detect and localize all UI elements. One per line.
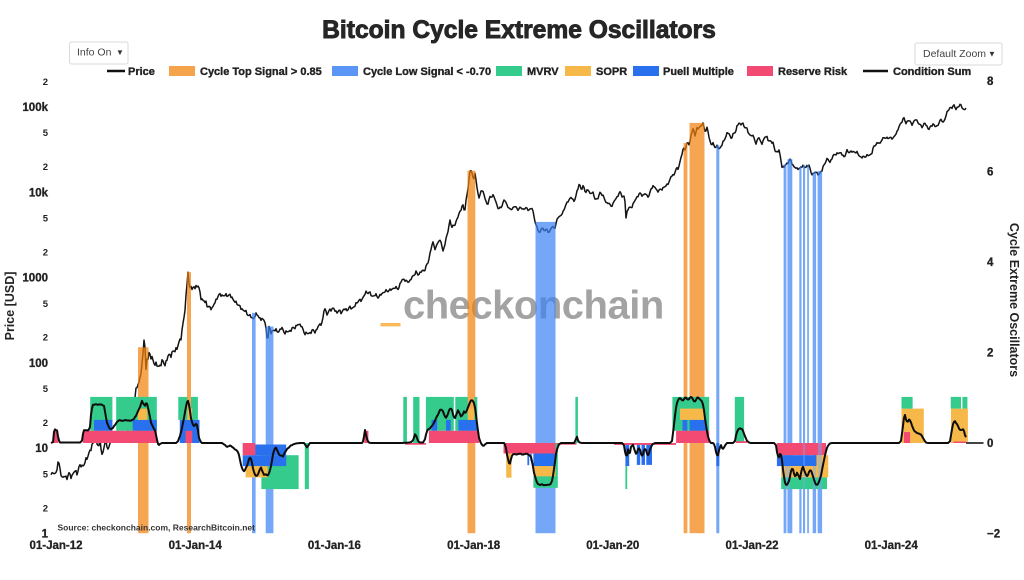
svg-text:Puell Multiple: Puell Multiple xyxy=(663,66,734,78)
svg-text:100: 100 xyxy=(29,358,48,370)
svg-text:5: 5 xyxy=(43,469,49,480)
svg-text:01-Jan-24: 01-Jan-24 xyxy=(865,540,919,552)
svg-text:5: 5 xyxy=(43,299,49,310)
svg-text:5: 5 xyxy=(43,214,49,225)
svg-text:Reserve Risk: Reserve Risk xyxy=(778,66,848,78)
svg-text:2: 2 xyxy=(43,418,48,429)
svg-text:−2: −2 xyxy=(987,529,1000,541)
svg-text:Bitcoin Cycle Extreme Oscillat: Bitcoin Cycle Extreme Oscillators xyxy=(322,17,716,44)
svg-text:0: 0 xyxy=(987,438,993,450)
svg-text:Cycle Low Signal < -0.70: Cycle Low Signal < -0.70 xyxy=(363,66,491,78)
svg-text:4: 4 xyxy=(987,257,994,269)
svg-text:Default Zoom: Default Zoom xyxy=(923,48,986,60)
svg-text:2: 2 xyxy=(43,333,48,344)
svg-text:100k: 100k xyxy=(22,102,48,114)
svg-text:Info On: Info On xyxy=(77,47,112,59)
svg-text:01-Jan-22: 01-Jan-22 xyxy=(725,540,778,552)
svg-text:01-Jan-16: 01-Jan-16 xyxy=(308,540,361,552)
svg-text:8: 8 xyxy=(987,76,994,88)
svg-text:checkonchain: checkonchain xyxy=(403,284,664,328)
svg-text:10k: 10k xyxy=(29,187,49,199)
svg-text:Cycle Extreme Oscillators: Cycle Extreme Oscillators xyxy=(1007,223,1021,377)
svg-text:Price [USD]: Price [USD] xyxy=(3,272,17,341)
svg-text:2: 2 xyxy=(43,503,48,514)
svg-text:SOPR: SOPR xyxy=(596,66,627,78)
svg-text:01-Jan-12: 01-Jan-12 xyxy=(29,540,82,552)
svg-text:2: 2 xyxy=(987,348,993,360)
svg-text:2: 2 xyxy=(43,247,48,258)
svg-text:5: 5 xyxy=(43,128,49,139)
svg-text:Cycle Top Signal > 0.85: Cycle Top Signal > 0.85 xyxy=(200,66,322,78)
svg-text:1: 1 xyxy=(42,529,49,541)
svg-text:Source: checkonchain.com, Rese: Source: checkonchain.com, ResearchBitcoi… xyxy=(58,523,256,533)
svg-text:2: 2 xyxy=(43,162,48,173)
svg-text:6: 6 xyxy=(987,167,993,179)
svg-text:10: 10 xyxy=(35,443,48,455)
svg-text:▼: ▼ xyxy=(988,50,996,59)
svg-text:01-Jan-20: 01-Jan-20 xyxy=(586,540,639,552)
svg-text:Price: Price xyxy=(128,66,155,78)
svg-text:5: 5 xyxy=(43,384,49,395)
svg-text:01-Jan-18: 01-Jan-18 xyxy=(447,540,501,552)
svg-text:MVRV: MVRV xyxy=(527,66,559,78)
svg-text:Condition Sum: Condition Sum xyxy=(893,66,971,78)
svg-text:▼: ▼ xyxy=(116,48,124,57)
svg-text:01-Jan-14: 01-Jan-14 xyxy=(169,540,223,552)
svg-text:2: 2 xyxy=(43,77,48,88)
svg-text:1000: 1000 xyxy=(22,273,48,285)
